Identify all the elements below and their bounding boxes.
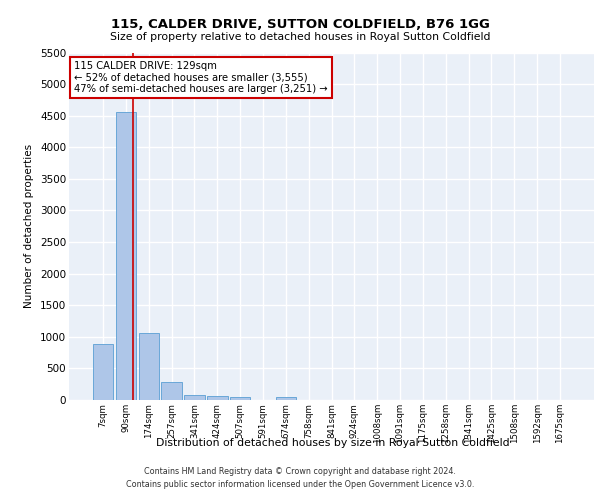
Y-axis label: Number of detached properties: Number of detached properties — [25, 144, 34, 308]
Bar — [230, 396, 250, 400]
Text: Size of property relative to detached houses in Royal Sutton Coldfield: Size of property relative to detached ho… — [110, 32, 490, 42]
Bar — [207, 396, 227, 400]
Text: 115 CALDER DRIVE: 129sqm
← 52% of detached houses are smaller (3,555)
47% of sem: 115 CALDER DRIVE: 129sqm ← 52% of detach… — [74, 61, 328, 94]
Text: 115, CALDER DRIVE, SUTTON COLDFIELD, B76 1GG: 115, CALDER DRIVE, SUTTON COLDFIELD, B76… — [110, 18, 490, 30]
Bar — [93, 344, 113, 400]
Text: Distribution of detached houses by size in Royal Sutton Coldfield: Distribution of detached houses by size … — [156, 438, 510, 448]
Bar — [139, 333, 159, 400]
Bar — [184, 395, 205, 400]
Text: Contains HM Land Registry data © Crown copyright and database right 2024.
Contai: Contains HM Land Registry data © Crown c… — [126, 468, 474, 489]
Bar — [161, 382, 182, 400]
Bar — [116, 112, 136, 400]
Bar — [275, 396, 296, 400]
